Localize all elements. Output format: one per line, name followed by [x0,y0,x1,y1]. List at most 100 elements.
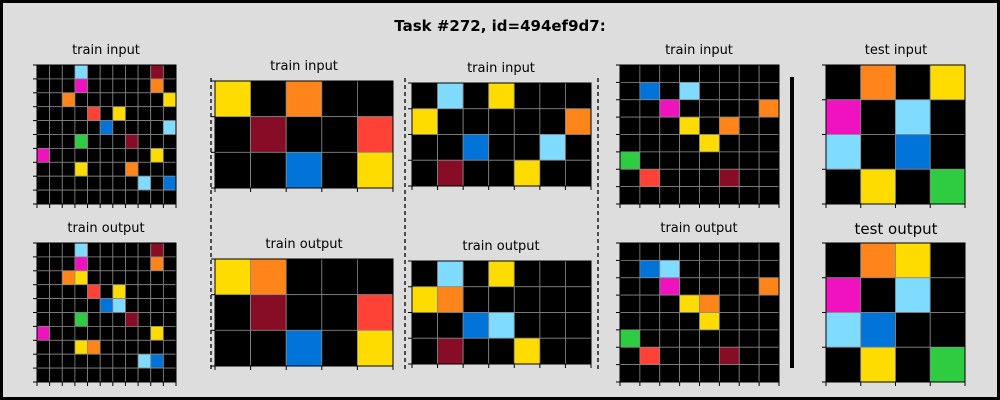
grid-cell [539,286,566,313]
grid-cell [679,168,700,188]
grid-cell [321,116,358,153]
grid-cell [539,260,566,288]
grid-cell [250,294,287,331]
grid-cell [758,294,780,313]
grid-cell [639,329,661,348]
test-output-label: test output [854,220,938,238]
grid-cell [87,298,101,313]
grid-cell [112,256,126,272]
grid-cell [679,312,700,331]
grid-cell [162,106,177,122]
grid-cell [162,298,177,313]
grid-cell [758,134,780,153]
grid-cell [639,364,661,383]
grid-cell [411,134,438,161]
grid-cell [356,258,394,296]
grid-cell [679,294,700,313]
grid-cell [49,242,63,258]
grid-cell [679,134,700,153]
grid-cell [659,186,681,205]
pair-2-input-grid [211,80,395,193]
grid-cell [488,82,515,110]
pair-separator-3 [597,78,599,370]
grid-cell [87,339,101,355]
grid-cell [619,242,641,261]
grid-cell [49,367,63,383]
grid-cell [61,148,76,163]
pair-3-input-label: train input [467,61,535,76]
grid-cell [112,326,126,341]
grid-cell [49,92,63,108]
grid-cell [679,151,700,170]
grid-cell [61,256,76,272]
grid-cell [36,175,51,191]
grid-cell [49,189,63,205]
grid-cell [150,256,164,272]
grid-cell [99,353,114,369]
grid-cell [125,256,139,272]
test-output-grid [822,242,967,387]
grid-cell [488,312,515,339]
grid-cell [462,82,490,110]
grid-cell [895,346,931,383]
grid-cell [162,148,177,163]
grid-cell [321,329,358,367]
grid-cell [411,286,438,313]
grid-cell [125,106,139,122]
grid-cell [462,108,490,135]
grid-cell [125,284,139,300]
grid-cell [74,148,88,163]
pair-4-input-label: train input [665,43,733,58]
grid-cell [758,116,780,135]
grid-cell [679,277,700,296]
grid-cell [825,64,862,101]
grid-cell [860,346,896,383]
grid-cell [929,134,966,170]
grid-cell [137,148,152,163]
grid-cell [895,312,931,348]
grid-cell [36,120,51,135]
grid-cell [87,120,101,135]
grid-cell [74,175,88,191]
grid-cell [699,242,720,261]
grid-cell [99,64,114,80]
grid-cell [74,256,88,272]
grid-cell [36,148,51,163]
grid-cell [150,120,164,135]
grid-cell [619,346,641,366]
grid-cell [99,367,114,383]
grid-cell [679,116,700,135]
grid-cell [99,298,114,313]
grid-cell [162,339,177,355]
grid-cell [99,339,114,355]
grid-cell [250,151,287,189]
grid-cell [411,260,438,288]
grid-cell [539,159,566,187]
grid-cell [74,78,88,94]
grid-cell [488,260,515,288]
grid-cell [639,134,661,153]
grid-cell [639,64,661,83]
grid-cell [162,284,177,300]
grid-cell [112,312,126,327]
grid-cell [87,64,101,80]
grid-cell [87,106,101,122]
grid-cell [74,134,88,149]
grid-cell [860,242,896,279]
grid-cell [758,168,780,188]
grid-cell [437,260,464,288]
grid-cell [679,81,700,101]
grid-cell [112,120,126,135]
grid-cell [718,81,740,101]
grid-cell [112,284,126,300]
grid-cell [699,99,720,118]
grid-cell [513,134,541,161]
grid-cell [99,312,114,327]
grid-cell [137,326,152,341]
grid-cell [758,186,780,205]
grid-cell [61,312,76,327]
grid-cell [36,367,51,383]
grid-cell [99,148,114,163]
grid-cell [112,148,126,163]
grid-cell [411,108,438,135]
